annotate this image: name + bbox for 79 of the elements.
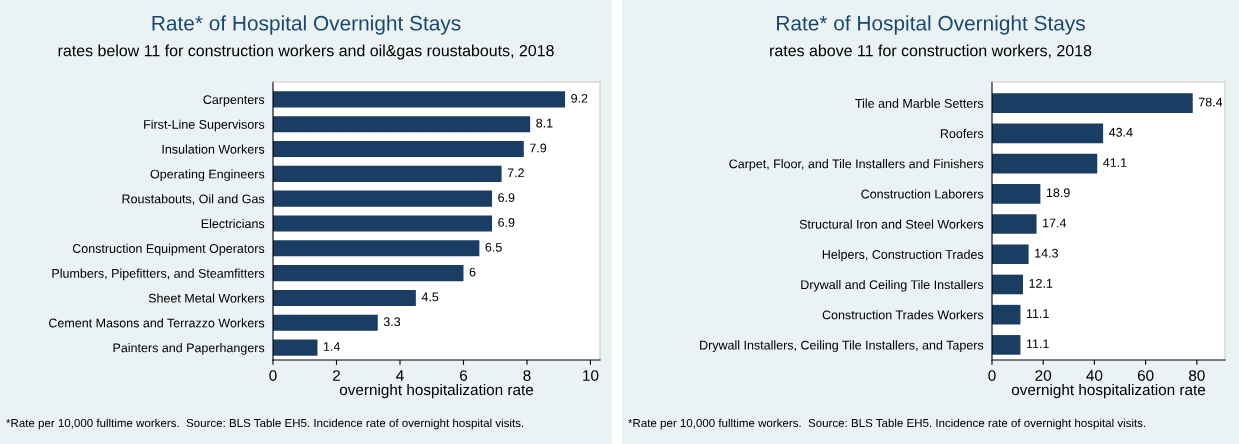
bar [992, 244, 1029, 265]
bar [992, 274, 1023, 295]
y-tick-label: Drywall and Ceiling Tile Installers [801, 279, 984, 292]
y-tick-label: Sheet Metal Workers [148, 293, 265, 303]
y-tick-label: Insulation Workers [162, 144, 265, 154]
bar [273, 91, 566, 108]
chart-title: Rate* of Hospital Overnight Stays [777, 15, 1085, 35]
x-tick-label: 40 [1086, 370, 1103, 381]
bar [273, 240, 480, 257]
y-tick-label: Drywall Installers, Ceiling Tile Installers, and Tapers [700, 340, 984, 353]
y-tick-label: Painters and Paperhangers [113, 343, 265, 355]
data-label: 6.9 [498, 217, 515, 227]
y-tick-label: Helpers, Construction Trades [822, 249, 984, 262]
data-label: 41.1 [1103, 158, 1127, 167]
y-tick-label: Carpet, Floor, and Tile Installers and Finishers [729, 159, 984, 171]
data-label: 6.5 [485, 242, 502, 252]
x-axis-title: overnight hospitalization rate [1011, 383, 1206, 399]
bar [273, 116, 531, 133]
data-label: 3.3 [383, 317, 401, 327]
x-tick-label: 0 [988, 370, 996, 381]
bar [273, 140, 524, 158]
y-tick-label: Electricians [201, 218, 265, 229]
bar [273, 339, 318, 356]
data-label: 1.4 [323, 342, 341, 351]
bar [992, 183, 1041, 204]
y-tick-label: Construction Laborers [861, 189, 984, 199]
x-tick-label: 4 [396, 370, 404, 381]
bar [992, 335, 1021, 355]
x-tick-label: 20 [1035, 370, 1052, 381]
data-label: 6.9 [498, 193, 515, 203]
x-axis-title: overnight hospitalization rate [339, 383, 534, 399]
bar [273, 165, 502, 182]
text: *Rate per 10,000 fulltime workers. Source: BLS Table EH5. Incidence rate of overnight hospital visits. [6, 418, 524, 430]
text: *Rate per 10,000 fulltime workers. Source: BLS Table EH5. Incidence rate of overnight hospital visits. [628, 418, 1146, 430]
bar [992, 93, 1193, 113]
y-tick-label: First-Line Supervisors [144, 119, 265, 132]
x-tick-label: 10 [583, 370, 599, 381]
data-label: 43.4 [1108, 127, 1133, 137]
data-label: 7.2 [507, 168, 524, 178]
data-label: 6 [469, 267, 476, 277]
y-tick-label: Roustabouts, Oil and Gas [122, 194, 265, 205]
y-tick-label: Plumbers, Pipefitters, and Steamfitters [52, 268, 265, 281]
bar [273, 215, 493, 232]
y-tick-label: Carpenters [203, 95, 265, 107]
data-label: 18.9 [1046, 188, 1070, 198]
chart-subtitle: rates below 11 for construction workers and oil&gas roustabouts, 2018 [58, 44, 554, 60]
bar [992, 304, 1021, 325]
chart-subtitle: rates above 11 for construction workers, 2018 [770, 44, 1092, 59]
x-tick-label: 60 [1137, 370, 1154, 381]
y-tick-label: Construction Trades Workers [822, 310, 984, 320]
bar [992, 214, 1037, 234]
data-label: 17.4 [1043, 218, 1067, 228]
bar [273, 265, 464, 282]
bar [273, 190, 493, 207]
y-tick-label: Structural Iron and Steel Workers [799, 219, 984, 229]
data-label: 9.2 [571, 93, 588, 103]
chart-title: Rate* of Hospital Overnight Stays [152, 15, 461, 35]
y-tick-label: Cement Masons and Terrazzo Workers [49, 318, 265, 328]
bar [273, 314, 378, 331]
data-label: 11.1 [1026, 309, 1049, 318]
y-tick-label: Tile and Marble Setters [855, 98, 984, 108]
data-label: 14.3 [1035, 248, 1058, 258]
x-tick-label: 0 [269, 370, 277, 381]
bar [992, 153, 1098, 174]
bar [273, 289, 416, 307]
x-tick-label: 6 [460, 370, 468, 381]
data-label: 8.1 [536, 118, 553, 128]
data-label: 7.9 [530, 143, 547, 153]
data-label: 12.1 [1029, 278, 1053, 288]
x-tick-label: 2 [333, 370, 340, 381]
data-label: 78.4 [1198, 97, 1223, 107]
data-label: 11.1 [1026, 339, 1049, 349]
bar [992, 123, 1104, 144]
x-tick-label: 80 [1189, 370, 1205, 381]
y-tick-label: Roofers [940, 128, 984, 139]
data-label: 4.5 [421, 292, 439, 302]
x-tick-label: 8 [523, 370, 531, 381]
y-tick-label: Construction Equipment Operators [72, 243, 265, 256]
y-tick-label: Operating Engineers [150, 169, 265, 181]
